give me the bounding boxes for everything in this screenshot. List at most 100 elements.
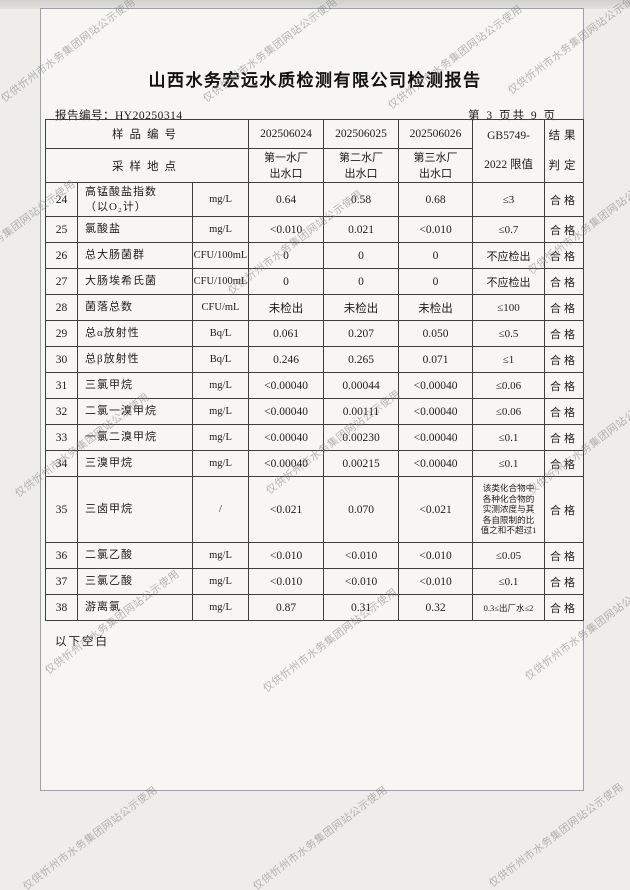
limit-cell: ≤0.05 xyxy=(472,542,546,569)
value-plant2: <0.010 xyxy=(323,542,400,569)
row-number: 31 xyxy=(45,372,78,399)
table-row: 29 总α放射性 Bq/L 0.061 0.207 0.050 ≤0.5 合格 xyxy=(45,320,585,347)
value-plant3: 0 xyxy=(398,268,474,295)
location-plant1: 第一水厂 出水口 xyxy=(248,148,325,183)
row-number: 38 xyxy=(45,594,78,621)
unit-cell: Bq/L xyxy=(191,320,250,347)
limit-cell: 不应检出 xyxy=(472,268,546,295)
result-cell: 合格 xyxy=(544,242,585,269)
unit-cell: mg/L xyxy=(191,182,250,217)
value-plant3: <0.00040 xyxy=(398,450,474,477)
value-plant3: <0.010 xyxy=(398,216,474,243)
parameter-name: 三卤甲烷 xyxy=(77,476,193,543)
value-plant1: <0.010 xyxy=(248,216,325,243)
limit-cell: ≤0.1 xyxy=(472,450,546,477)
table-row: 27 大肠埃希氏菌 CFU/100mL 0 0 0 不应检出 合格 xyxy=(45,268,585,295)
result-cell: 合格 xyxy=(544,372,585,399)
value-plant3: <0.010 xyxy=(398,542,474,569)
unit-cell: CFU/100mL xyxy=(191,242,250,269)
limit-cell: ≤0.06 xyxy=(472,372,546,399)
unit-cell: Bq/L xyxy=(191,346,250,373)
result-cell: 合格 xyxy=(544,476,585,543)
row-number: 24 xyxy=(45,182,78,217)
value-plant2: 0.021 xyxy=(323,216,400,243)
unit-cell: mg/L xyxy=(191,424,250,451)
value-plant1: 0.64 xyxy=(248,182,325,217)
result-cell: 合格 xyxy=(544,320,585,347)
value-plant2: 0 xyxy=(323,268,400,295)
results-table-wrap: 样品编号 202506024 202506025 202506026 GB574… xyxy=(44,119,585,621)
value-plant1: <0.021 xyxy=(248,476,325,543)
limit-cell: 不应检出 xyxy=(472,242,546,269)
result-cell: 合格 xyxy=(544,398,585,425)
row-number: 32 xyxy=(45,398,78,425)
value-plant3: 0 xyxy=(398,242,474,269)
results-table: 样品编号 202506024 202506025 202506026 GB574… xyxy=(44,119,585,621)
row-number: 35 xyxy=(45,476,78,543)
table-row: 28 菌落总数 CFU/mL 未检出 未检出 未检出 ≤100 合格 xyxy=(45,294,585,321)
row-number: 30 xyxy=(45,346,78,373)
value-plant2: 0.070 xyxy=(323,476,400,543)
value-plant1: <0.00040 xyxy=(248,398,325,425)
limit-cell: ≤3 xyxy=(472,182,546,217)
parameter-name: 高锰酸盐指数 （以O₂计） xyxy=(77,182,193,217)
value-plant2: 0.00044 xyxy=(323,372,400,399)
value-plant3: 0.050 xyxy=(398,320,474,347)
row-number: 33 xyxy=(45,424,78,451)
value-plant1: <0.010 xyxy=(248,542,325,569)
parameter-name: 三溴甲烷 xyxy=(77,450,193,477)
location-plant3: 第三水厂 出水口 xyxy=(398,148,474,183)
row-number: 34 xyxy=(45,450,78,477)
sample-id-1: 202506024 xyxy=(248,119,325,149)
limit-cell: ≤0.1 xyxy=(472,424,546,451)
blank-below-note: 以下空白 xyxy=(55,636,109,648)
value-plant1: 0.87 xyxy=(248,594,325,621)
parameter-name: 大肠埃希氏菌 xyxy=(77,268,193,295)
table-row: 31 三氯甲烷 mg/L <0.00040 0.00044 <0.00040 ≤0.06 合格 xyxy=(45,372,585,399)
parameter-name: 二氯乙酸 xyxy=(77,542,193,569)
parameter-name: 菌落总数 xyxy=(77,294,193,321)
result-cell: 合格 xyxy=(544,594,585,621)
sample-id-3: 202506026 xyxy=(398,119,474,149)
unit-cell: CFU/100mL xyxy=(191,268,250,295)
unit-cell: mg/L xyxy=(191,568,250,595)
table-row: 38 游离氯 mg/L 0.87 0.31 0.32 0.3≤出厂水≤2 合格 xyxy=(45,594,585,621)
row-number: 29 xyxy=(45,320,78,347)
sample-id-2: 202506025 xyxy=(323,119,400,149)
table-row: 30 总β放射性 Bq/L 0.246 0.265 0.071 ≤1 合格 xyxy=(45,346,585,373)
value-plant1: 0.246 xyxy=(248,346,325,373)
value-plant1: <0.00040 xyxy=(248,424,325,451)
value-plant1: <0.00040 xyxy=(248,450,325,477)
value-plant2: 未检出 xyxy=(323,294,400,321)
result-cell: 合格 xyxy=(544,268,585,295)
parameter-name: 二氯一溴甲烷 xyxy=(77,398,193,425)
result-cell: 合格 xyxy=(544,346,585,373)
parameter-name: 总β放射性 xyxy=(77,346,193,373)
table-row: 33 一氯二溴甲烷 mg/L <0.00040 0.00230 <0.00040 ≤0.1 合… xyxy=(45,424,585,451)
results-table-body: 24 高锰酸盐指数 （以O₂计） mg/L 0.64 0.58 0.68 ≤3 合格 25 氯酸盐… xyxy=(45,182,585,621)
limit-cell: ≤0.5 xyxy=(472,320,546,347)
table-row: 26 总大肠菌群 CFU/100mL 0 0 0 不应检出 合格 xyxy=(45,242,585,269)
unit-cell: mg/L xyxy=(191,372,250,399)
value-plant2: 0.00111 xyxy=(323,398,400,425)
unit-cell: mg/L xyxy=(191,542,250,569)
value-plant3: 0.68 xyxy=(398,182,474,217)
unit-cell: / xyxy=(191,476,250,543)
table-row: 36 二氯乙酸 mg/L <0.010 <0.010 <0.010 ≤0.05 合格 xyxy=(45,542,585,569)
row-number: 27 xyxy=(45,268,78,295)
unit-cell: mg/L xyxy=(191,450,250,477)
watermark-text: 仅供忻州市水务集团网站公示使用 xyxy=(250,783,390,890)
report-title: 山西水务宏远水质检测有限公司检测报告 xyxy=(148,71,482,91)
watermark-text: 仅供忻州市水务集团网站公示使用 xyxy=(486,780,626,890)
value-plant2: 0.265 xyxy=(323,346,400,373)
table-row: 35 三卤甲烷 / <0.021 0.070 <0.021 该类化合物中 各种化合物的 实测… xyxy=(45,476,585,543)
result-cell: 合格 xyxy=(544,568,585,595)
value-plant1: 未检出 xyxy=(248,294,325,321)
location-plant2: 第二水厂 出水口 xyxy=(323,148,400,183)
value-plant3: <0.00040 xyxy=(398,372,474,399)
result-cell: 合格 xyxy=(544,450,585,477)
parameter-name: 总α放射性 xyxy=(77,320,193,347)
parameter-name: 总大肠菌群 xyxy=(77,242,193,269)
watermark-text: 仅供忻州市水务集团网站公示使用 xyxy=(20,783,160,890)
